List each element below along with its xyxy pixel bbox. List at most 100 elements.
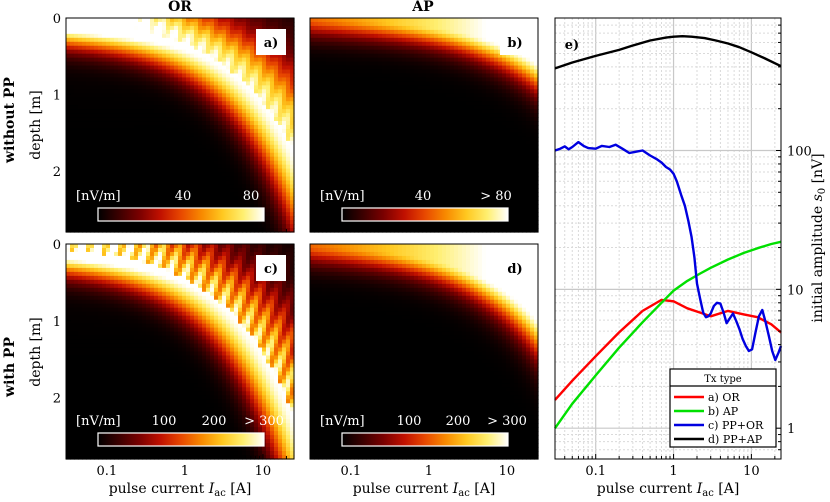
heatmap-cell — [398, 29, 403, 35]
heatmap-cell — [134, 81, 139, 86]
heatmap-cell — [170, 53, 175, 59]
heatmap-cell — [394, 144, 399, 150]
heatmap-cell — [414, 109, 419, 114]
heatmap-cell — [206, 105, 211, 110]
heatmap-cell — [338, 164, 343, 170]
heatmap-cell — [402, 220, 407, 225]
heatmap-cell — [218, 109, 223, 114]
heatmap-cell — [342, 53, 347, 59]
heatmap-cell — [358, 172, 363, 178]
heatmap-cell — [102, 152, 107, 158]
heatmap-cell — [314, 49, 319, 55]
heatmap-cell — [398, 113, 403, 118]
heatmap-cell — [66, 184, 71, 189]
heatmap-cell — [186, 200, 191, 205]
heatmap-cell — [370, 156, 375, 162]
heatmap-cell — [218, 49, 223, 55]
heatmap-cell — [210, 29, 215, 35]
heatmap-cell — [422, 188, 427, 193]
heatmap-cell — [286, 45, 291, 51]
heatmap-cell — [138, 220, 143, 225]
heatmap-cell — [146, 172, 151, 178]
heatmap-cell — [70, 204, 75, 209]
heatmap-cell — [126, 85, 131, 90]
heatmap-cell — [150, 73, 155, 79]
heatmap-cell — [242, 224, 247, 229]
heatmap-cell — [286, 85, 291, 90]
heatmap-cell — [82, 148, 87, 154]
heatmap-cell — [330, 204, 335, 209]
heatmap-cell — [262, 125, 267, 130]
heatmap-cell — [162, 180, 167, 186]
heatmap-cell — [262, 172, 267, 178]
heatmap-cell — [142, 109, 147, 114]
heatmap-cell — [162, 128, 167, 134]
heatmap-cell — [162, 192, 167, 197]
heatmap-cell — [438, 49, 443, 55]
heatmap-cell — [210, 81, 215, 86]
heatmap-cell — [94, 117, 99, 122]
heatmap-cell — [74, 228, 79, 233]
heatmap-cell — [278, 77, 283, 82]
heatmap-cell — [414, 180, 419, 186]
heatmap-cell — [202, 168, 207, 174]
heatmap-cell — [142, 140, 147, 146]
heatmap-cell — [418, 85, 423, 90]
heatmap-cell — [190, 41, 195, 47]
heatmap-cell — [282, 192, 287, 197]
heatmap-cell — [78, 73, 83, 79]
heatmap-cell — [350, 132, 355, 138]
heatmap-cell — [442, 204, 447, 209]
heatmap-cell — [146, 97, 151, 102]
heatmap-cell — [78, 180, 83, 186]
heatmap-cell — [74, 21, 79, 27]
heatmap-cell — [378, 136, 383, 142]
heatmap-cell — [242, 29, 247, 35]
heatmap-cell — [358, 204, 363, 209]
heatmap-cell — [126, 18, 131, 23]
heatmap-cell — [102, 121, 107, 126]
heatmap-cell — [290, 144, 295, 150]
heatmap-cell — [310, 176, 315, 182]
heatmap-cell — [278, 192, 283, 197]
heatmap-cell — [366, 93, 371, 98]
heatmap-cell — [262, 113, 267, 118]
heatmap-cell — [114, 113, 119, 118]
heatmap-cell — [358, 33, 363, 39]
heatmap-cell — [194, 140, 199, 146]
heatmap-cell — [110, 97, 115, 102]
heatmap-cell — [218, 160, 223, 166]
heatmap-cell — [246, 196, 251, 201]
heatmap-cell — [290, 85, 295, 90]
heatmap-cell — [330, 184, 335, 189]
heatmap-cell — [382, 45, 387, 51]
heatmap-cell — [398, 196, 403, 201]
heatmap-cell — [430, 176, 435, 182]
heatmap-cell — [178, 192, 183, 197]
heatmap-cell — [150, 192, 155, 197]
heatmap-cell — [390, 89, 395, 94]
heatmap-cell — [114, 128, 119, 134]
heatmap-cell — [362, 101, 367, 106]
heatmap-cell — [230, 152, 235, 158]
heatmap-cell — [166, 18, 171, 23]
heatmap-cell — [194, 37, 199, 43]
heatmap-cell — [154, 25, 159, 31]
heatmap-cell — [222, 125, 227, 130]
heatmap-cell — [166, 105, 171, 110]
heatmap-cell — [226, 132, 231, 138]
heatmap-cell — [90, 132, 95, 138]
heatmap-cell — [398, 224, 403, 229]
heatmap-cell — [386, 18, 391, 23]
heatmap-cell — [242, 97, 247, 102]
heatmap-cell — [374, 77, 379, 82]
column-title-or: OR — [168, 0, 192, 15]
heatmap-cell — [138, 73, 143, 79]
heatmap-cell — [166, 97, 171, 102]
heatmap-cell — [110, 184, 115, 189]
heatmap-cell — [190, 69, 195, 75]
heatmap-cell — [326, 85, 331, 90]
heatmap-cell — [130, 89, 135, 94]
heatmap-cell — [334, 164, 339, 170]
heatmap-cell — [318, 216, 323, 221]
